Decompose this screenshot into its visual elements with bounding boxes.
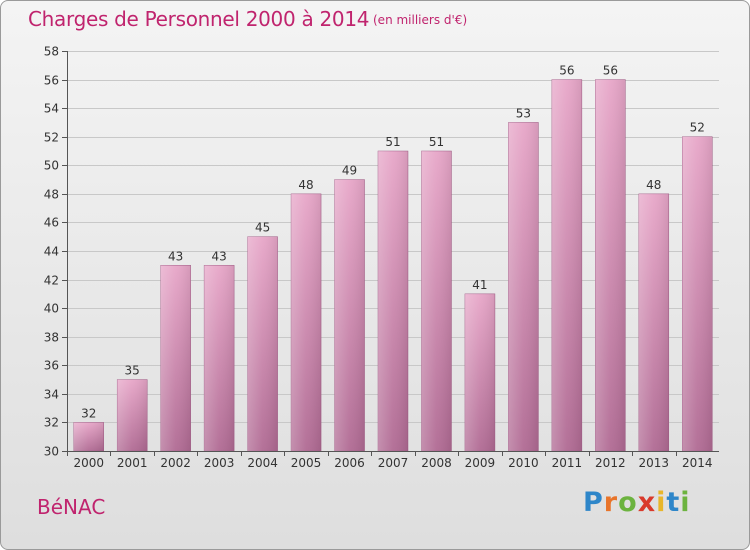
bar-value-label: 48 xyxy=(298,178,313,192)
logo-letter: P xyxy=(583,487,604,518)
y-tick-label: 36 xyxy=(44,359,59,373)
bar-shine xyxy=(247,236,278,451)
bar-value-label: 35 xyxy=(125,364,140,378)
logo-letter: i xyxy=(656,487,667,518)
bar-shine xyxy=(682,136,713,451)
bar-value-label: 43 xyxy=(168,249,183,263)
y-tick-label: 30 xyxy=(44,445,59,459)
x-tick-label: 2009 xyxy=(465,456,496,470)
bar-shine xyxy=(551,79,582,452)
bar-shine xyxy=(291,193,322,451)
y-tick-label: 40 xyxy=(44,302,59,316)
bar-value-label: 48 xyxy=(646,178,661,192)
bars: 32 35 43 43 45 48 49 51 51 41 53 56 56 48 52 xyxy=(73,64,713,452)
x-tick-label: 2000 xyxy=(73,456,104,470)
y-tick-label: 34 xyxy=(44,388,59,402)
bar-value-label: 52 xyxy=(690,121,705,135)
bar-value-label: 51 xyxy=(385,135,400,149)
y-tick-label: 38 xyxy=(44,331,59,345)
y-tick-label: 42 xyxy=(44,274,59,288)
bar-value-label: 45 xyxy=(255,221,270,235)
bar-shine xyxy=(73,422,104,451)
chart-title: Charges de Personnel 2000 à 2014 xyxy=(28,7,370,31)
x-tick-label: 2007 xyxy=(378,456,409,470)
x-tick-label: 2012 xyxy=(595,456,626,470)
chart-subtitle: (en milliers d'€) xyxy=(373,13,468,27)
x-tick-label: 2003 xyxy=(204,456,235,470)
axes: 30 32 34 36 38 40 42 44 46 48 50 52 54 56 58 2000 2001 20… xyxy=(44,45,719,470)
bar-value-label: 56 xyxy=(559,64,574,78)
y-tick-label: 44 xyxy=(44,245,59,259)
proxiti-logo: Proxiti xyxy=(583,487,691,518)
y-tick-label: 52 xyxy=(44,131,59,145)
bar-shine xyxy=(638,193,669,451)
x-tick-label: 2001 xyxy=(117,456,148,470)
logo-letter: i xyxy=(680,487,691,518)
bar-shine xyxy=(160,265,191,451)
y-tick-label: 50 xyxy=(44,159,59,173)
y-tick-label: 46 xyxy=(44,216,59,230)
x-tick-label: 2011 xyxy=(552,456,583,470)
bar-value-label: 41 xyxy=(472,278,487,292)
bar-shine xyxy=(117,379,148,451)
bar-shine xyxy=(508,122,539,451)
bar-shine xyxy=(334,179,365,452)
bar-shine xyxy=(464,293,495,451)
x-tick-label: 2013 xyxy=(639,456,670,470)
logo-letter: t xyxy=(666,487,681,518)
y-tick-label: 32 xyxy=(44,416,59,430)
x-tick-label: 2014 xyxy=(682,456,713,470)
bar-value-label: 56 xyxy=(603,64,618,78)
bar-value-label: 51 xyxy=(429,135,444,149)
bar-value-label: 43 xyxy=(211,249,226,263)
x-tick-label: 2005 xyxy=(291,456,322,470)
bar-value-label: 53 xyxy=(516,106,531,120)
y-tick-label: 58 xyxy=(44,45,59,59)
bar-value-label: 32 xyxy=(81,406,96,420)
logo-letter: o xyxy=(618,487,638,518)
bar-shine xyxy=(204,265,235,451)
logo-letter: x xyxy=(637,487,657,518)
y-tick-label: 48 xyxy=(44,188,59,202)
y-tick-label: 54 xyxy=(44,102,59,116)
bar-value-label: 49 xyxy=(342,164,357,178)
x-tick-label: 2006 xyxy=(334,456,365,470)
commune-name: BéNAC xyxy=(37,495,106,519)
bar-shine xyxy=(378,151,408,451)
x-tick-label: 2008 xyxy=(421,456,452,470)
y-tick-label: 56 xyxy=(44,74,59,88)
bar-shine xyxy=(421,151,452,451)
x-tick-label: 2010 xyxy=(508,456,539,470)
x-tick-label: 2004 xyxy=(247,456,278,470)
bar-shine xyxy=(595,79,626,452)
logo-letter: r xyxy=(603,487,619,518)
x-tick-label: 2002 xyxy=(160,456,191,470)
